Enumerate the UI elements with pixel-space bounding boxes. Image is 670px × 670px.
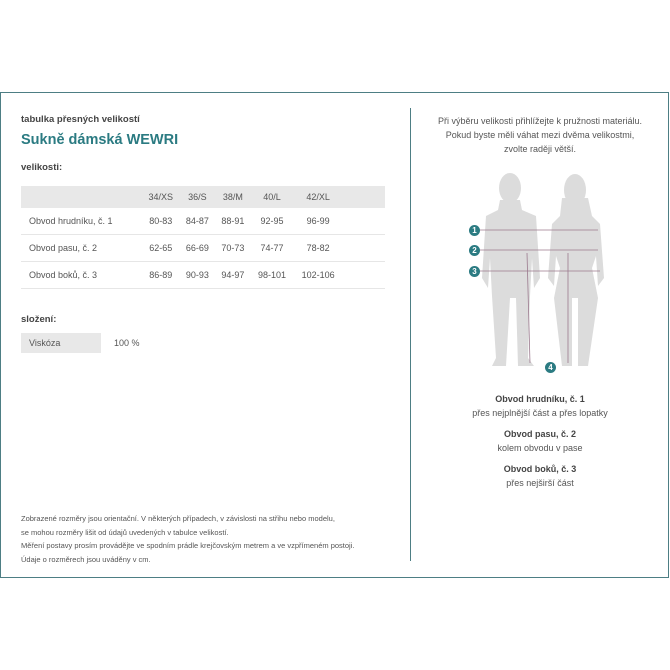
sizes-label: velikosti: bbox=[21, 162, 63, 173]
legend-desc: kolem obvodu v pase bbox=[497, 443, 583, 453]
size-table: 34/XS 36/S 38/M 40/L 42/XL Obvod hrudník… bbox=[21, 186, 385, 289]
row-label: Obvod hrudníku, č. 1 bbox=[21, 208, 142, 235]
cell: 80-83 bbox=[142, 208, 180, 235]
marker-2-icon: 2 bbox=[469, 245, 480, 256]
cell: 78-82 bbox=[293, 234, 343, 262]
cell: 90-93 bbox=[179, 261, 216, 289]
size-chart-frame bbox=[0, 92, 669, 578]
table-row: Obvod pasu, č. 2 62-65 66-69 70-73 74-77 78-8… bbox=[21, 234, 385, 262]
col-header bbox=[21, 186, 142, 208]
table-row: Obvod boků, č. 3 86-89 90-93 94-97 98-101 102… bbox=[21, 261, 385, 289]
material-name: Viskóza bbox=[21, 333, 101, 353]
female-silhouette-icon bbox=[548, 174, 604, 366]
size-advice: Při výběru velikosti přihlížejte k pružn… bbox=[420, 114, 660, 156]
page-title: Sukně dámská WEWRI bbox=[21, 132, 179, 148]
cell: 66-69 bbox=[179, 234, 216, 262]
cell: 74-77 bbox=[250, 234, 294, 262]
male-silhouette-icon bbox=[482, 173, 540, 366]
cell: 102-106 bbox=[293, 261, 343, 289]
measure-lines bbox=[478, 229, 600, 364]
col-header: 38/M bbox=[215, 186, 251, 208]
measurement-legend: Obvod hrudníku, č. 1 přes nejplnější čás… bbox=[420, 392, 660, 490]
legend-title: Obvod boků, č. 3 bbox=[503, 464, 577, 474]
col-header: 42/XL bbox=[293, 186, 343, 208]
legend-desc: přes nejplnější část a přes lopatky bbox=[472, 408, 608, 418]
body-silhouettes-illustration bbox=[478, 173, 604, 366]
row-label: Obvod boků, č. 3 bbox=[21, 261, 142, 289]
cell: 84-87 bbox=[179, 208, 216, 235]
cell: 98-101 bbox=[250, 261, 294, 289]
marker-1-icon: 1 bbox=[469, 225, 480, 236]
footer-line: Údaje o rozměrech jsou uváděny v cm. bbox=[21, 554, 151, 564]
footer-line: Měření postavy prosím provádějte ve spod… bbox=[21, 541, 355, 550]
col-header: 40/L bbox=[250, 186, 294, 208]
marker-4-icon: 4 bbox=[545, 362, 556, 373]
cell: 62-65 bbox=[142, 234, 180, 262]
footer-line: se mohou rozměry lišit od údajů uvedenýc… bbox=[21, 527, 229, 537]
marker-3-icon: 3 bbox=[469, 266, 480, 277]
row-label: Obvod pasu, č. 2 bbox=[21, 234, 142, 262]
legend-desc: přes nejširší část bbox=[506, 478, 574, 488]
cell: 94-97 bbox=[215, 261, 251, 289]
legend-title: Obvod hrudníku, č. 1 bbox=[495, 394, 585, 404]
material-percent: 100 % bbox=[114, 338, 140, 348]
cell: 88-91 bbox=[215, 208, 251, 235]
cell: 86-89 bbox=[142, 261, 180, 289]
table-row: Obvod hrudníku, č. 1 80-83 84-87 88-91 92-95… bbox=[21, 208, 385, 235]
advice-line: Pokud byste měli váhat mezi dvěma veliko… bbox=[445, 130, 635, 140]
table-header: 34/XS 36/S 38/M 40/L 42/XL bbox=[21, 186, 385, 208]
cell: 96-99 bbox=[293, 208, 343, 235]
divider bbox=[410, 108, 411, 561]
col-header: 34/XS bbox=[142, 186, 180, 208]
legend-title: Obvod pasu, č. 2 bbox=[503, 429, 577, 439]
cell: 92-95 bbox=[250, 208, 294, 235]
advice-line: zvolte raději větší. bbox=[503, 144, 577, 154]
cell: 70-73 bbox=[215, 234, 251, 262]
footer-note: Zobrazené rozměry jsou orientační. V něk… bbox=[21, 512, 354, 566]
composition-label: složení: bbox=[21, 314, 57, 325]
footer-line: Zobrazené rozměry jsou orientační. V něk… bbox=[21, 514, 335, 523]
advice-line: Při výběru velikosti přihlížejte k pružn… bbox=[437, 116, 643, 126]
col-header: 36/S bbox=[179, 186, 216, 208]
subtitle: tabulka přesných velikostí bbox=[21, 114, 140, 125]
